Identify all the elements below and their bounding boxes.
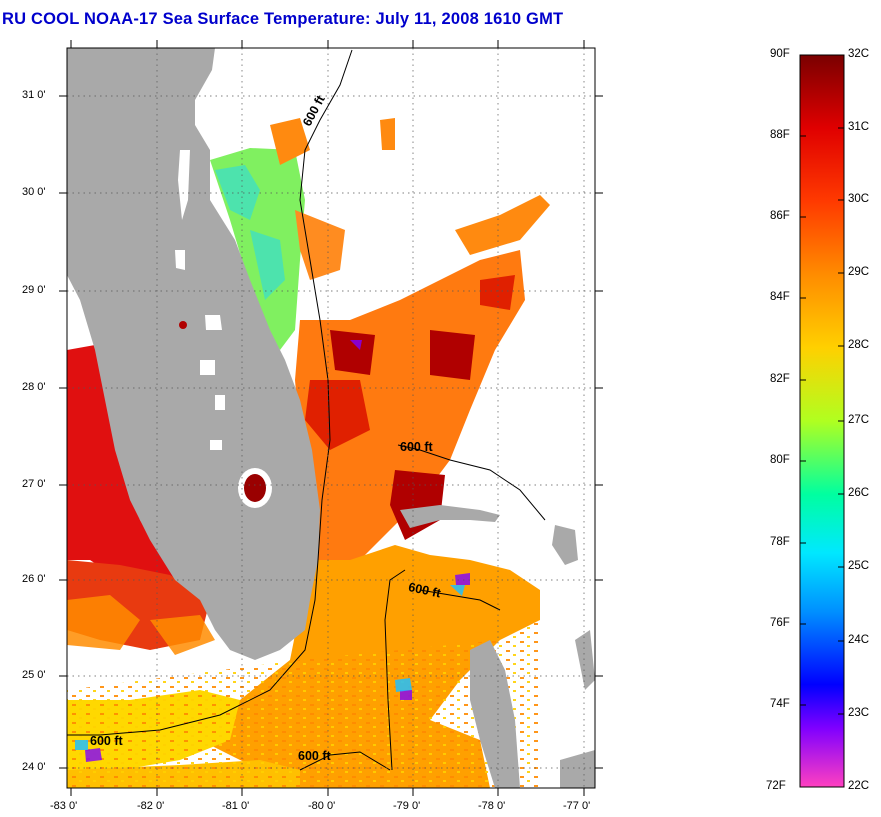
colorbar-c-label: 29C	[848, 266, 870, 278]
sst-atlantic-shelf-cyan	[215, 165, 285, 300]
isobath-label: 600 ft	[90, 734, 123, 748]
colorbar-c-label: 28C	[848, 339, 870, 351]
colorbar-c-label: 22C	[848, 780, 870, 792]
lat-tick-label: 24 0'	[22, 761, 46, 773]
frame-ticks	[59, 40, 603, 796]
colorbar-f-label: 86F	[770, 210, 790, 222]
colorbar-gradient	[800, 55, 844, 787]
colorbar-f-label: 74F	[770, 698, 790, 710]
lon-tick-label: -80 0'	[308, 800, 336, 812]
land-grand-bahama	[400, 505, 500, 528]
isobath-east-coast	[67, 49, 353, 736]
lon-tick-label: -77 0'	[563, 800, 591, 812]
inland-lakes	[175, 150, 225, 450]
isobath-little-bahama	[397, 444, 546, 521]
lon-tick-label: -83 0'	[50, 800, 78, 812]
isobath-south	[299, 751, 391, 771]
lat-tick-label: 28 0'	[22, 381, 46, 393]
isobath-great-bahama	[384, 569, 406, 771]
colorbar-c-label: 24C	[848, 634, 870, 646]
lon-tick-label: -78 0'	[478, 800, 506, 812]
land-andros	[470, 640, 520, 788]
lat-tick-label: 26 0'	[22, 573, 46, 585]
lake-okeechobee-sst	[244, 474, 266, 502]
colorbar-f-label: 72F	[766, 780, 786, 792]
isobath-label: 600 ft	[400, 440, 433, 454]
colorbar-ticks	[800, 127, 844, 715]
map-frame	[66, 47, 596, 789]
inland-lake-hot	[179, 321, 187, 329]
lon-tick-label: -82 0'	[137, 800, 165, 812]
colorbar-c-label: 31C	[848, 121, 870, 133]
colorbar-f-label: 84F	[770, 291, 790, 303]
graticule	[67, 48, 595, 788]
isobath-contours	[67, 49, 546, 771]
colorbar-c-label: 25C	[848, 560, 870, 572]
land-abaco	[552, 525, 578, 565]
colorbar-f-label: 88F	[770, 129, 790, 141]
colorbar-c-label: 23C	[848, 707, 870, 719]
colorbar-c-label: 26C	[848, 487, 870, 499]
sst-gulf-west	[67, 345, 200, 600]
sst-atlantic-shelf-orange	[295, 210, 345, 280]
colorbar-f-label: 90F	[770, 48, 790, 60]
isobath-tongue	[419, 589, 501, 611]
isobath-label: 600 ft	[298, 749, 331, 763]
colorbar-f-label: 78F	[770, 536, 790, 548]
lon-tick-label: -81 0'	[222, 800, 250, 812]
sst-gulf-stream-hot	[330, 330, 475, 540]
sst-gulf-stream-red	[305, 275, 515, 450]
lat-tick-label: 27 0'	[22, 478, 46, 490]
lat-tick-label: 29 0'	[22, 284, 46, 296]
lat-tick-label: 25 0'	[22, 669, 46, 681]
colorbar-c-label: 32C	[848, 48, 870, 60]
sst-speckle-overlay	[67, 620, 540, 788]
sst-gulf-patches	[67, 595, 215, 655]
sst-atlantic-north	[270, 118, 550, 255]
lat-tick-label: 30 0'	[22, 186, 46, 198]
lon-tick-label: -79 0'	[393, 800, 421, 812]
colorbar-f-label: 76F	[770, 617, 790, 629]
colorbar-c-label: 27C	[848, 414, 870, 426]
colorbar-f-label: 80F	[770, 454, 790, 466]
map-title: RU COOL NOAA-17 Sea Surface Temperature:…	[2, 10, 564, 28]
land-eleuthera	[560, 630, 595, 788]
lat-tick-label: 31 0'	[22, 89, 46, 101]
colorbar-c-label: 30C	[848, 193, 870, 205]
colorbar-f-label: 82F	[770, 373, 790, 385]
